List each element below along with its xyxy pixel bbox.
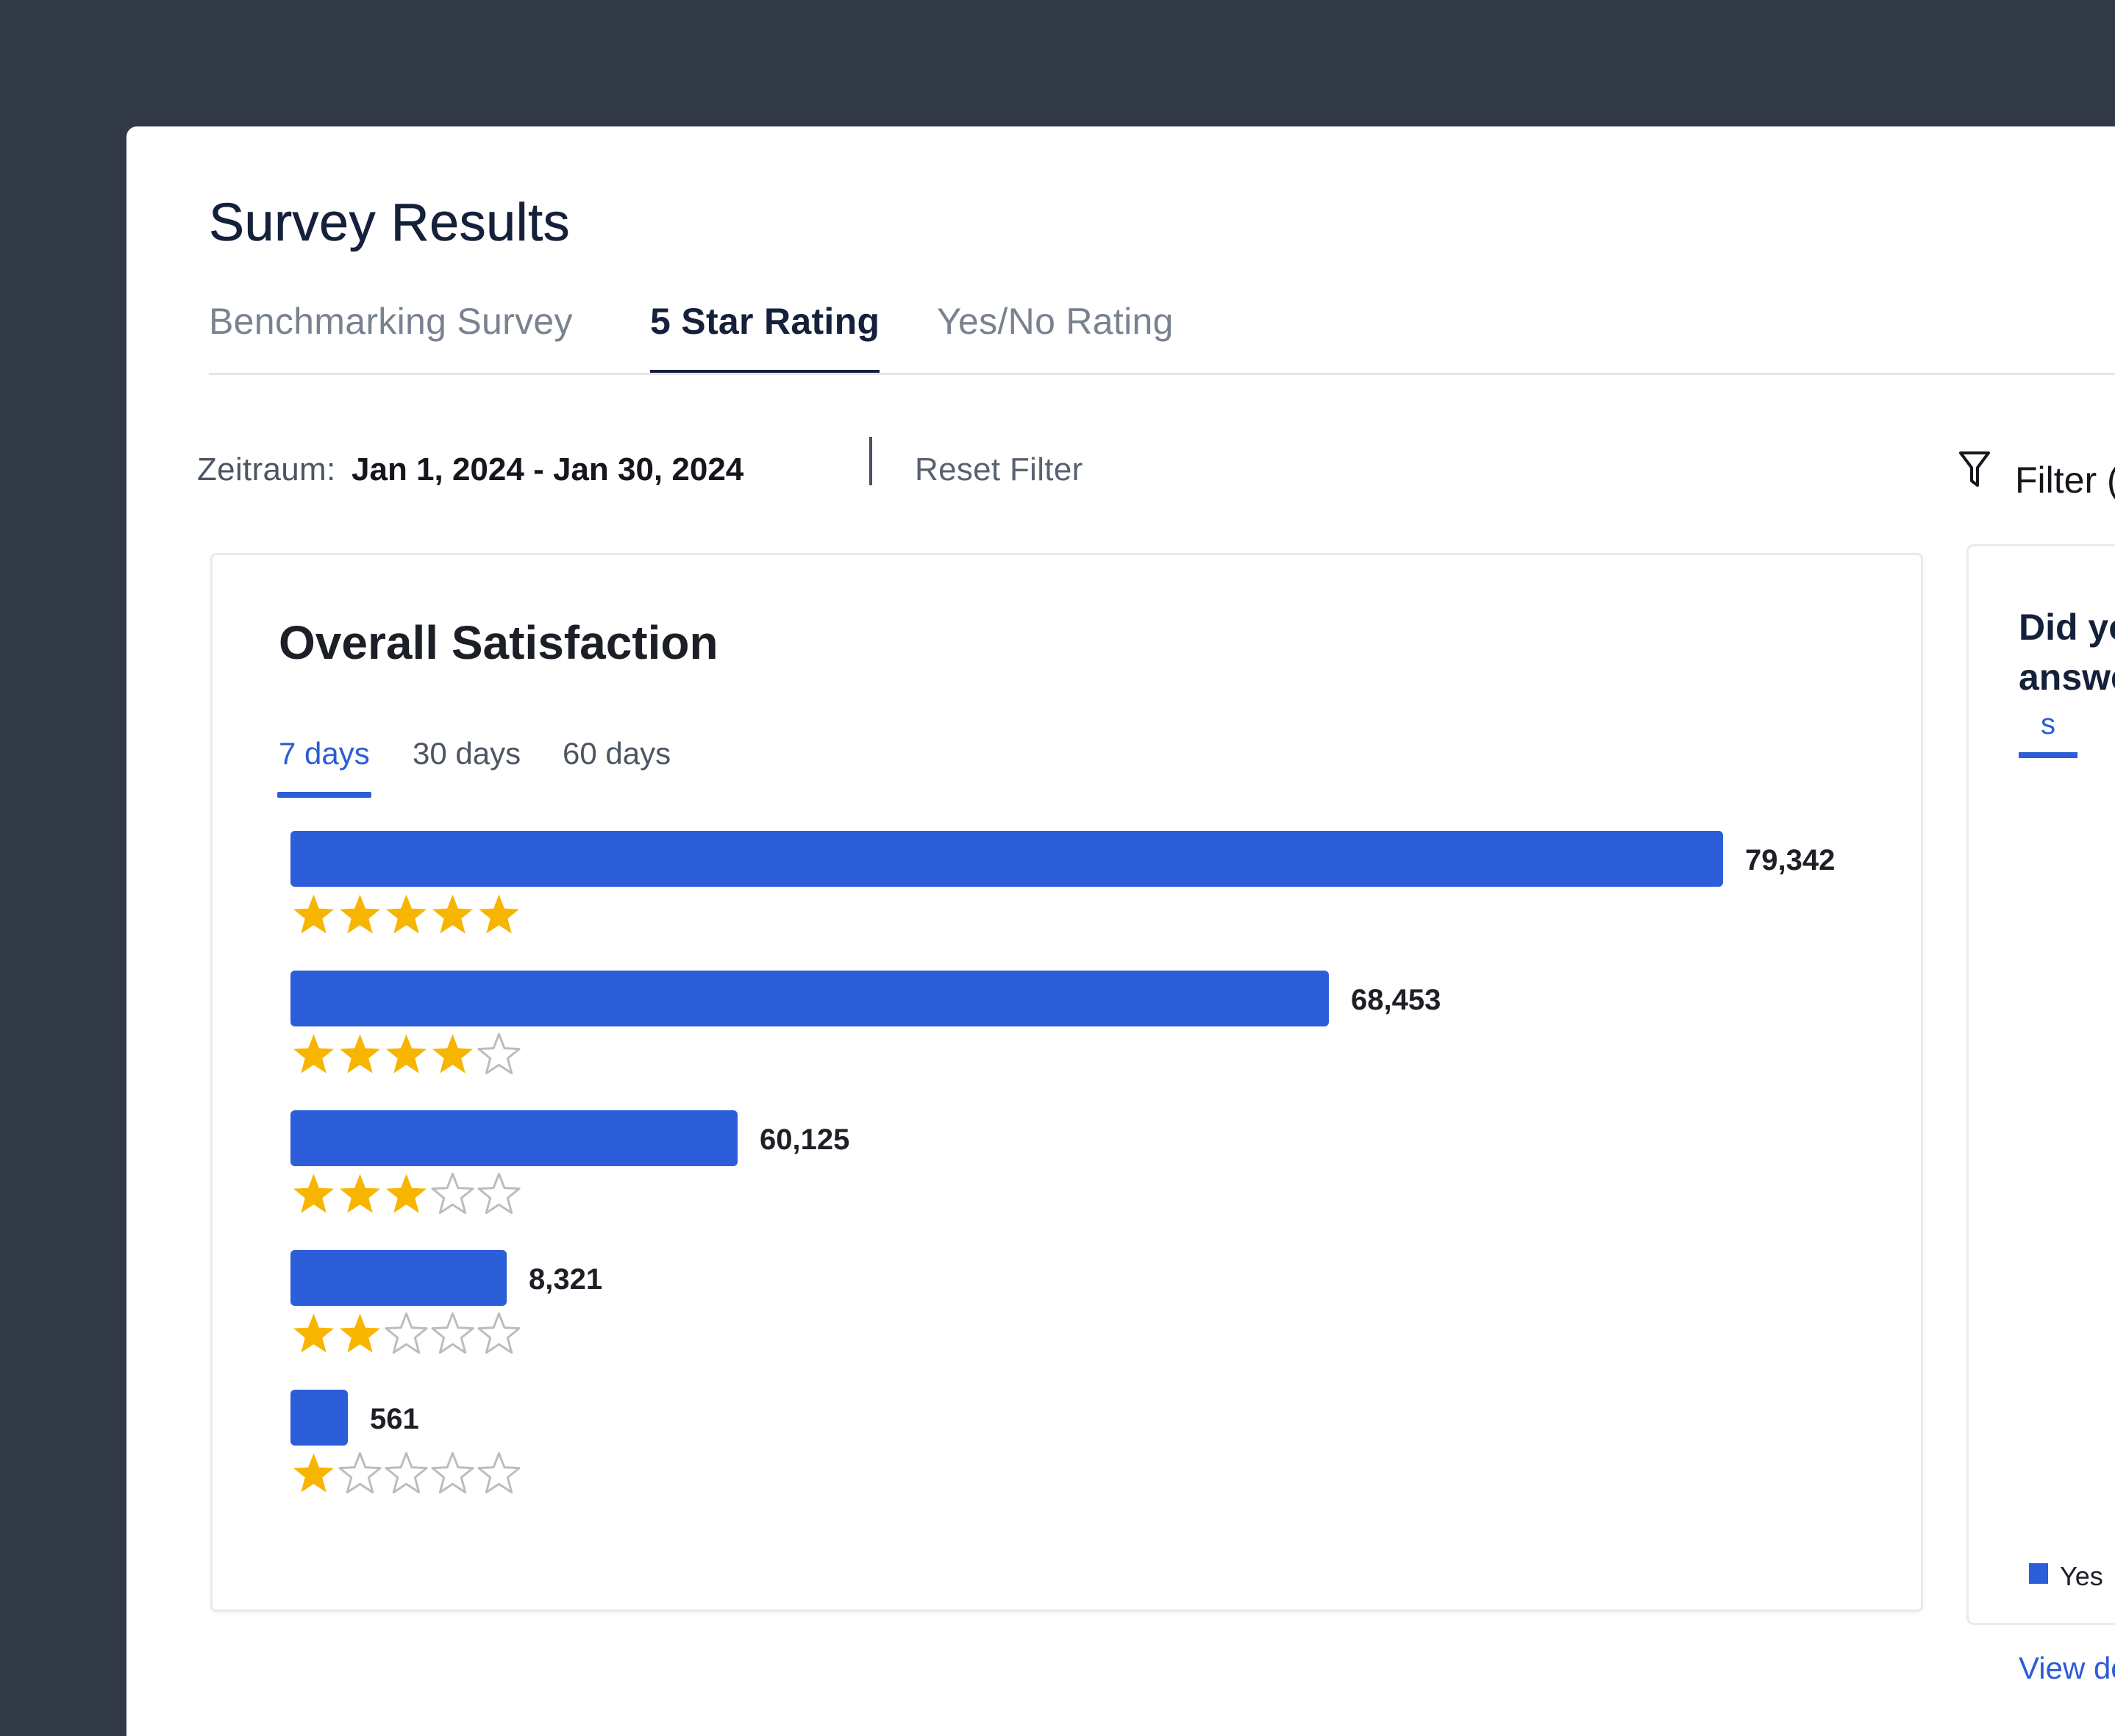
tab-5-star-rating[interactable]: 5 Star Rating bbox=[650, 300, 880, 374]
star-filled-icon bbox=[293, 1453, 335, 1493]
tabs-divider bbox=[209, 373, 2115, 375]
star-filled-icon bbox=[432, 1034, 474, 1074]
filter-divider bbox=[869, 437, 872, 485]
period-value[interactable]: Jan 1, 2024 - Jan 30, 2024 bbox=[352, 451, 744, 487]
bar-value-label: 561 bbox=[370, 1403, 419, 1435]
reset-filter-button[interactable]: Reset Filter bbox=[915, 451, 1083, 487]
range-tab-30-days[interactable]: 30 days bbox=[413, 736, 521, 771]
star-filled-icon bbox=[339, 1174, 381, 1213]
star-empty-icon bbox=[431, 1312, 474, 1354]
star-empty-icon bbox=[385, 1312, 428, 1354]
bar-5-stars bbox=[290, 831, 1723, 887]
star-filled-icon bbox=[339, 1313, 381, 1353]
bar-4-stars bbox=[290, 971, 1329, 1026]
bar-value-label: 60,125 bbox=[760, 1124, 850, 1156]
star-empty-icon bbox=[431, 1172, 474, 1215]
star-filled-icon bbox=[385, 1034, 427, 1074]
view-details-link[interactable]: View de bbox=[2019, 1651, 2115, 1685]
card-title: Overall Satisfaction bbox=[279, 616, 718, 669]
period-label: Zeitraum: bbox=[197, 451, 336, 487]
star-filled-icon bbox=[432, 894, 474, 934]
filter-label: Filter ( bbox=[2015, 460, 2115, 501]
bar-value-label: 79,342 bbox=[1745, 844, 1836, 876]
range-tab-7-days[interactable]: 7 days bbox=[277, 736, 371, 798]
star-filled-icon bbox=[293, 894, 335, 934]
tab-benchmarking-survey[interactable]: Benchmarking Survey bbox=[209, 301, 573, 342]
bar-3-stars bbox=[290, 1110, 738, 1166]
star-filled-icon bbox=[385, 894, 427, 934]
star-empty-icon bbox=[431, 1451, 474, 1494]
star-empty-icon bbox=[385, 1451, 428, 1494]
star-filled-icon bbox=[339, 894, 381, 934]
overall-satisfaction-card: Overall Satisfaction 7 days 30 days 60 d… bbox=[210, 553, 1923, 1612]
star-empty-icon bbox=[477, 1032, 521, 1075]
survey-panel: Survey Results Benchmarking Survey 5 Sta… bbox=[126, 126, 2115, 1736]
star-filled-icon bbox=[339, 1034, 381, 1074]
yes-no-card-title: Did yo answe bbox=[2019, 607, 2115, 698]
star-filled-icon bbox=[293, 1034, 335, 1074]
star-filled-icon bbox=[385, 1174, 427, 1213]
star-rating bbox=[290, 1171, 522, 1219]
legend-label-yes: Yes bbox=[2060, 1561, 2103, 1591]
bar-value-label: 68,453 bbox=[1351, 984, 1441, 1016]
bar-1-stars bbox=[290, 1390, 348, 1446]
star-empty-icon bbox=[477, 1451, 521, 1494]
star-empty-icon bbox=[477, 1312, 521, 1354]
yes-no-card: Did yo answe s Yes View de bbox=[1966, 544, 2115, 1685]
legend-swatch-yes bbox=[2029, 1563, 2048, 1584]
star-rating bbox=[290, 1450, 522, 1499]
yes-no-range-tab[interactable]: s bbox=[2019, 708, 2077, 758]
star-filled-icon bbox=[293, 1174, 335, 1213]
star-rating bbox=[290, 1031, 522, 1079]
bar-value-label: 8,321 bbox=[529, 1263, 603, 1296]
page-title: Survey Results bbox=[209, 193, 571, 253]
star-filled-icon bbox=[293, 1313, 335, 1353]
star-empty-icon bbox=[477, 1172, 521, 1215]
star-rating bbox=[290, 1310, 522, 1359]
range-tab-60-days[interactable]: 60 days bbox=[563, 736, 671, 771]
filter-icon bbox=[1959, 451, 1990, 487]
tab-yes-no-rating[interactable]: Yes/No Rating bbox=[937, 301, 1174, 342]
star-filled-icon bbox=[478, 894, 520, 934]
bar-2-stars bbox=[290, 1250, 507, 1306]
star-rating bbox=[290, 891, 522, 940]
star-empty-icon bbox=[338, 1451, 382, 1494]
